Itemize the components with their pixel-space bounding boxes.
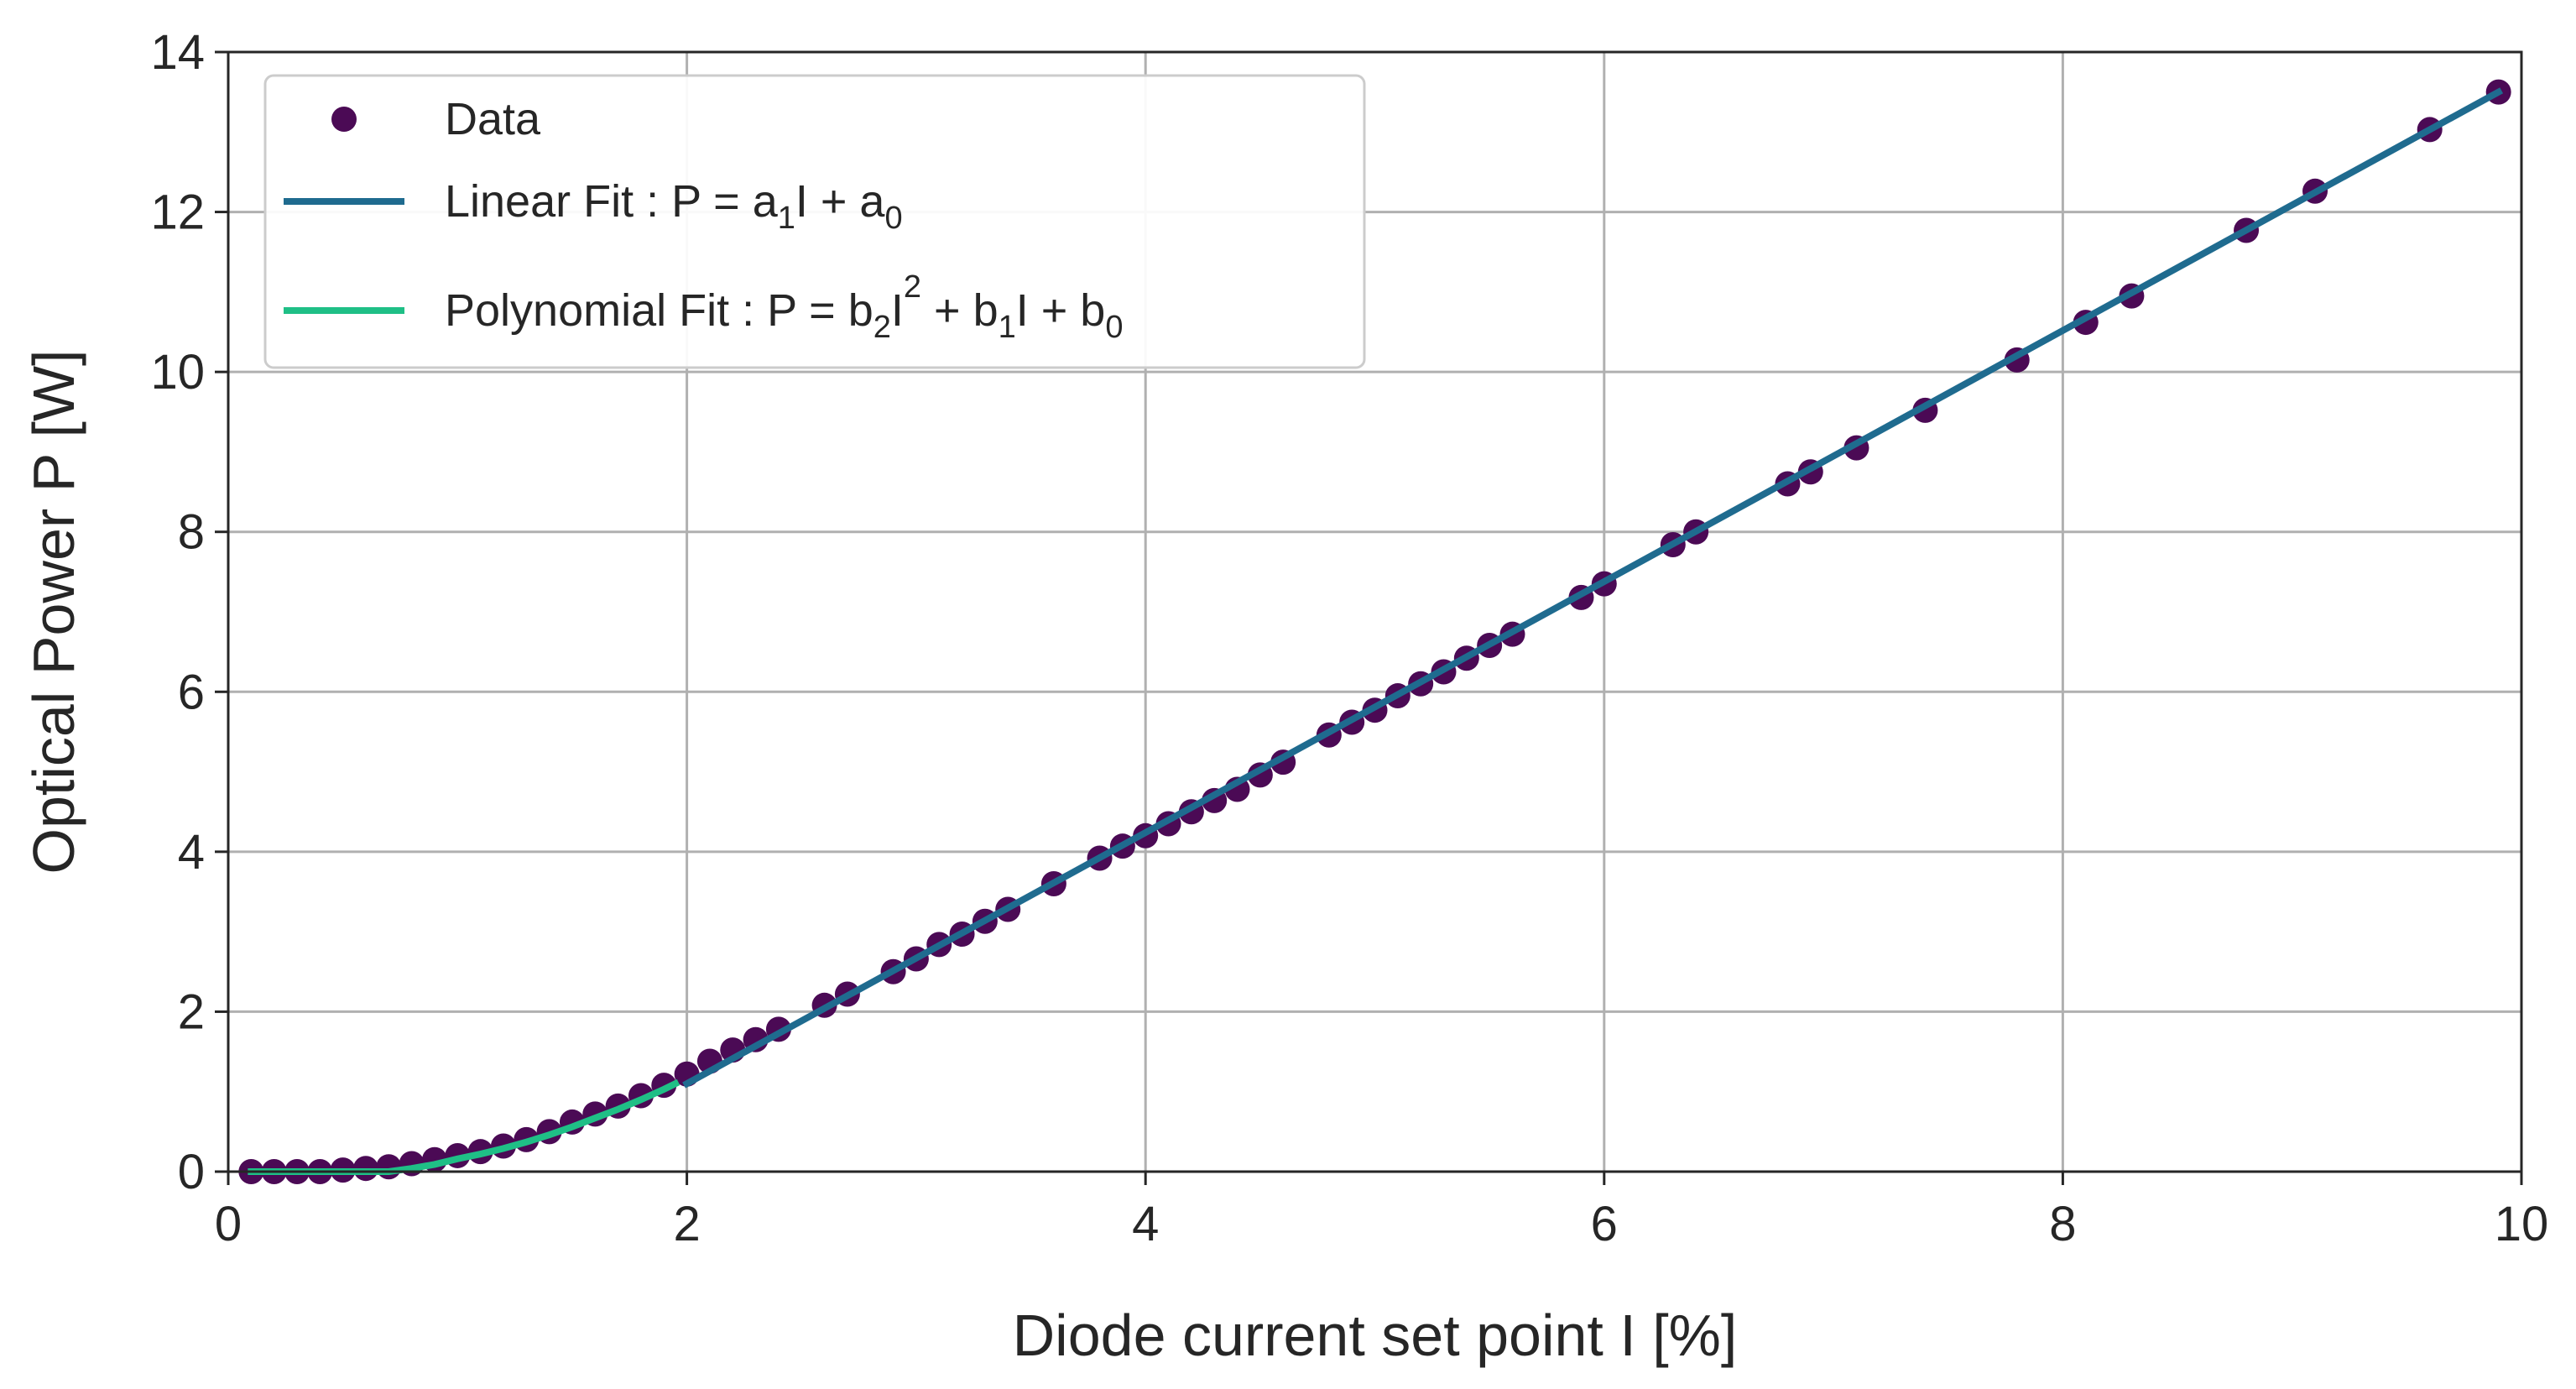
legend-text-part: 1 <box>778 201 795 236</box>
x-tick-label: 6 <box>1591 1197 1618 1251</box>
legend-text-part: 2 <box>873 310 891 345</box>
axes-frame <box>227 50 2523 1173</box>
y-axis-label: Optical Power P [W] <box>21 349 86 874</box>
plot-area <box>238 79 2511 1184</box>
y-tick-label: 10 <box>150 345 205 399</box>
legend-text-part: Linear Fit : P = a <box>445 176 779 227</box>
y-tick-label: 2 <box>178 984 205 1039</box>
legend-polynomial-label: Polynomial Fit : P = b2​I2​ + b1​I + b0​ <box>445 269 1123 345</box>
legend: Data Linear Fit : P = a1​I + a0​ Polynomia… <box>263 74 1366 369</box>
legend-text-part: 1 <box>999 310 1016 345</box>
legend-text-part: 2 <box>904 269 921 305</box>
legend-box <box>263 74 1366 369</box>
data-point <box>376 1154 402 1180</box>
y-tick-label: 6 <box>178 665 205 719</box>
legend-text-part: 0 <box>884 201 902 236</box>
y-tick-label: 0 <box>178 1145 205 1199</box>
legend-data-marker <box>331 107 357 132</box>
x-tick-label: 4 <box>1132 1197 1159 1251</box>
x-tick-label: 8 <box>2049 1197 2076 1251</box>
x-tick-label: 10 <box>2495 1197 2549 1251</box>
y-tick-label: 8 <box>178 505 205 560</box>
y-tick-label: 12 <box>150 185 205 240</box>
legend-text-part: I + b <box>1016 285 1106 336</box>
x-axis-label: Diode current set point I [%] <box>1013 1303 1738 1368</box>
legend-text-part: I <box>891 285 904 336</box>
legend-text-part: Data <box>445 94 541 144</box>
legend-text-part: I + a <box>795 176 886 227</box>
legend-data-label: Data <box>445 94 541 144</box>
legend-text-part: Polynomial Fit : P = b <box>445 285 873 336</box>
y-tick-label: 14 <box>150 25 205 80</box>
y-tick-label: 4 <box>178 825 205 880</box>
x-tick-label: 2 <box>673 1197 700 1251</box>
legend-text-part: + b <box>921 285 999 336</box>
linear-fit-line <box>682 87 2504 1089</box>
legend-text-part: 0 <box>1105 310 1123 345</box>
legend-linear-label: Linear Fit : P = a1​I + a0​ <box>445 176 903 236</box>
x-tick-label: 0 <box>215 1197 242 1251</box>
